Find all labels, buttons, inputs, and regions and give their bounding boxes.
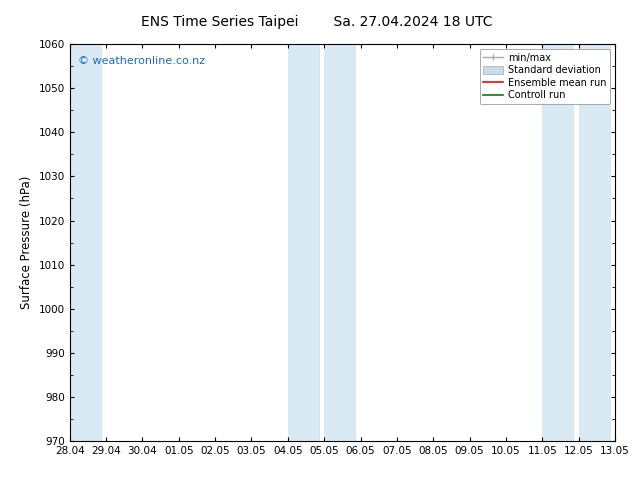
Text: ENS Time Series Taipei        Sa. 27.04.2024 18 UTC: ENS Time Series Taipei Sa. 27.04.2024 18… [141, 15, 493, 29]
Text: © weatheronline.co.nz: © weatheronline.co.nz [78, 56, 205, 66]
Bar [324, 44, 355, 441]
Bar [288, 44, 319, 441]
Bar [542, 44, 573, 441]
Bar [579, 44, 609, 441]
Bar [70, 44, 101, 441]
Y-axis label: Surface Pressure (hPa): Surface Pressure (hPa) [20, 176, 33, 309]
Legend: min/max, Standard deviation, Ensemble mean run, Controll run: min/max, Standard deviation, Ensemble me… [479, 49, 610, 104]
